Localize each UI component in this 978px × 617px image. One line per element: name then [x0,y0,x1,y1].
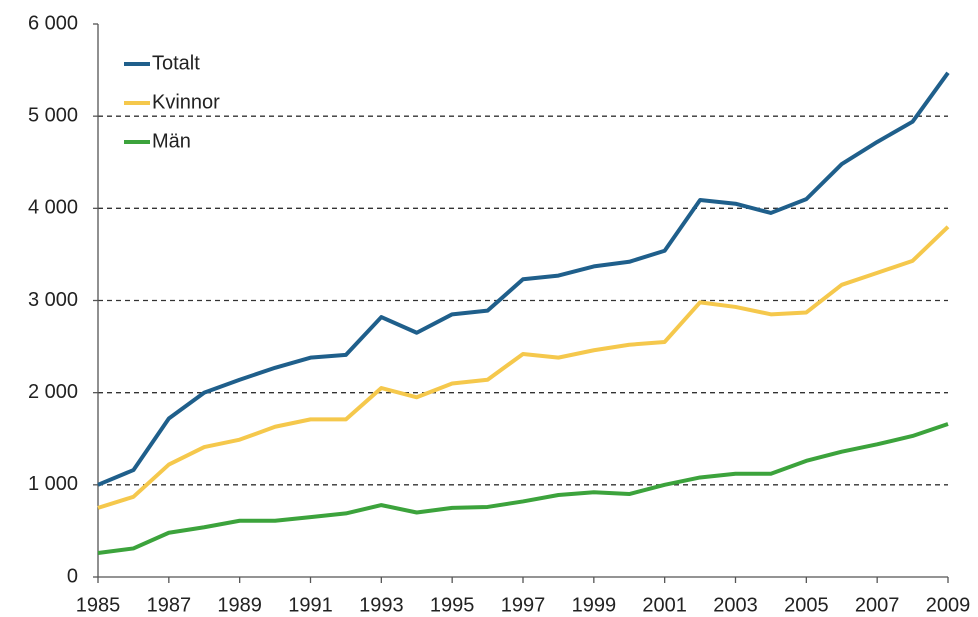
x-tick-label: 1997 [501,594,546,616]
x-tick-label: 1989 [217,594,262,616]
y-tick-label: 5 000 [28,104,78,126]
line-series [97,225,950,510]
y-tick-label: 2 000 [28,381,78,403]
y-tick-label: 1 000 [28,473,78,495]
x-tick-label: 2009 [926,594,971,616]
x-tick-label: 1993 [359,594,404,616]
x-tick-label: 1991 [288,594,333,616]
y-tick-label: 3 000 [28,289,78,311]
legend-label: Kvinnor [152,91,220,113]
x-tick-label: 1987 [147,594,192,616]
x-tick-label: 2001 [642,594,687,616]
legend-label: Totalt [152,52,200,74]
y-tick-label: 4 000 [28,197,78,219]
x-tick-label: 1985 [76,594,121,616]
y-tick-label: 6 000 [28,12,78,34]
x-tick-label: 1995 [430,594,475,616]
x-tick-label: 1999 [572,594,617,616]
x-tick-label: 2005 [784,594,829,616]
x-tick-label: 2007 [855,594,900,616]
line-series [97,71,950,487]
line-series [97,422,949,556]
legend-label: Män [152,130,191,152]
y-tick-label: 0 [67,565,78,587]
x-tick-label: 2003 [713,594,758,616]
